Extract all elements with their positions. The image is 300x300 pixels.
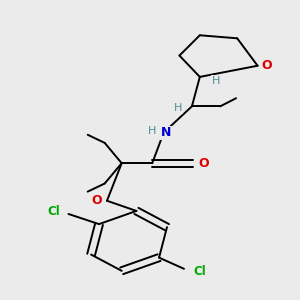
Text: H: H xyxy=(212,76,220,86)
Text: Cl: Cl xyxy=(47,206,60,218)
Text: N: N xyxy=(161,126,171,139)
Text: H: H xyxy=(148,126,157,136)
Text: H: H xyxy=(174,103,182,113)
Text: O: O xyxy=(261,59,272,72)
Text: O: O xyxy=(92,194,102,207)
Text: Cl: Cl xyxy=(194,265,206,278)
Text: O: O xyxy=(198,157,208,170)
